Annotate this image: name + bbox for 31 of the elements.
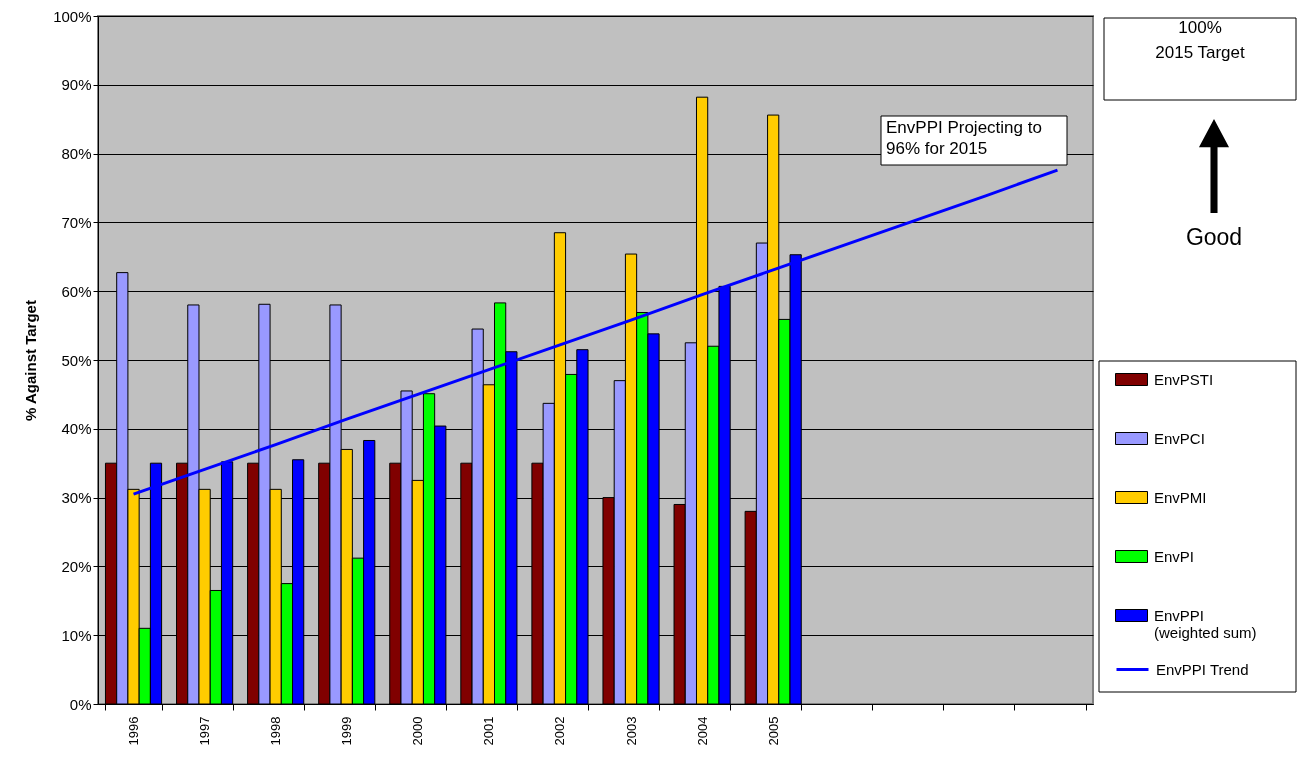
y-tick-label: 0% — [69, 695, 92, 713]
x-tick-label: 1999 — [339, 716, 355, 746]
annotation: EnvPPI Projecting to 96% for 2015 — [886, 118, 1042, 158]
y-tick-label: 20% — [61, 557, 92, 575]
y-tick-label: 30% — [61, 489, 92, 507]
y-tick-label: 90% — [61, 76, 92, 94]
legend-label: EnvPPI (weighted sum) — [1154, 606, 1257, 641]
x-tick-label: 2001 — [481, 716, 497, 746]
legend-label: EnvPCI — [1154, 429, 1205, 447]
x-tick-label: 2002 — [552, 716, 568, 746]
x-tick-label: 1996 — [126, 716, 142, 746]
legend-label: EnvPI — [1154, 547, 1195, 565]
y-tick-label: 100% — [53, 7, 92, 25]
y-tick-label: 80% — [61, 145, 92, 163]
legend-label: EnvPMI — [1154, 488, 1207, 506]
x-tick-label: 2005 — [765, 716, 781, 746]
y-tick-label: 10% — [61, 626, 92, 644]
y-tick-label: 60% — [61, 282, 92, 300]
y-tick-label: 50% — [61, 351, 92, 369]
x-tick-label: 2003 — [623, 716, 639, 746]
y-tick-label: 40% — [61, 420, 92, 438]
legend-label: EnvPSTI — [1154, 370, 1214, 388]
x-tick-label: 2000 — [410, 716, 426, 746]
x-tick-label: 2004 — [694, 716, 710, 746]
legend-label: EnvPPI Trend — [1156, 660, 1249, 678]
y-tick-label: 70% — [61, 213, 92, 231]
text: Good — [1185, 224, 1243, 250]
x-tick-label: 1998 — [268, 716, 284, 746]
y-axis-title: % Against Target — [22, 300, 40, 421]
x-tick-label: 1997 — [197, 716, 213, 746]
text: 100% 2015 Target — [1155, 18, 1246, 62]
